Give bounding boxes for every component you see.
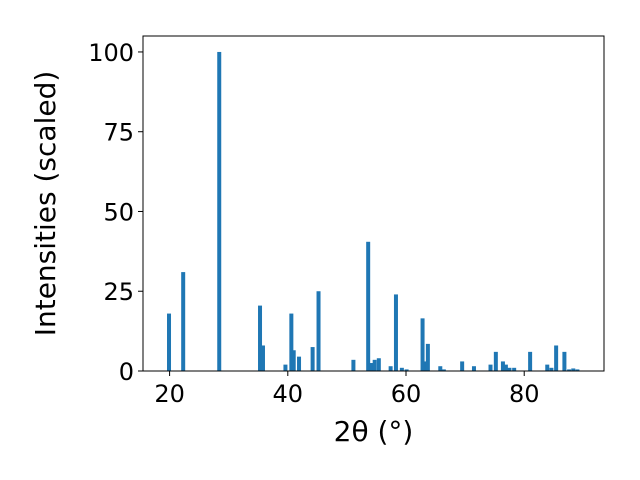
bar: [399, 367, 404, 371]
bar: [283, 364, 288, 371]
bar: [316, 291, 321, 371]
plot-frame: [142, 35, 605, 372]
x-tick-label: 80: [509, 380, 540, 408]
bar: [369, 363, 374, 371]
bar: [258, 305, 263, 371]
bar: [167, 313, 172, 371]
bar: [507, 367, 512, 371]
bar: [512, 367, 517, 371]
bar-series: [167, 51, 580, 371]
x-tick-label: 20: [154, 380, 185, 408]
y-axis-ticks: 0 25 50 75 100: [88, 39, 143, 386]
bar: [571, 368, 576, 371]
bar: [549, 367, 554, 371]
bar: [260, 345, 265, 371]
y-tick-label: 25: [103, 278, 134, 306]
y-tick-label: 75: [103, 119, 134, 147]
bar: [310, 347, 315, 371]
bar: [567, 369, 572, 371]
bar: [289, 313, 294, 371]
bar: [545, 364, 550, 371]
bar: [488, 364, 493, 371]
y-tick-label: 50: [103, 198, 134, 226]
bar: [438, 366, 443, 371]
bar: [372, 359, 377, 371]
bar: [366, 241, 371, 371]
x-axis-label: 2θ (°): [334, 415, 414, 448]
bar: [503, 364, 508, 371]
bar: [500, 361, 505, 371]
bar: [441, 369, 446, 371]
bar: [425, 343, 430, 371]
x-tick-label: 40: [273, 380, 304, 408]
bar: [528, 351, 533, 371]
bar: [297, 356, 302, 371]
bar: [493, 351, 498, 371]
x-tick-label: 60: [391, 380, 422, 408]
bar: [351, 359, 356, 371]
x-axis-ticks: 20 40 60 80: [154, 371, 539, 408]
bar: [291, 350, 296, 371]
bar: [376, 358, 381, 371]
bar: [388, 366, 393, 371]
bar: [460, 361, 465, 371]
bar: [575, 369, 580, 371]
bar: [217, 51, 222, 371]
bar: [471, 366, 476, 371]
bar: [404, 369, 409, 371]
bar: [420, 318, 425, 371]
y-tick-label: 0: [119, 358, 134, 386]
y-tick-label: 100: [88, 39, 134, 67]
y-axis-label: Intensities (scaled): [29, 71, 62, 337]
bar: [554, 345, 559, 371]
bar: [562, 351, 567, 371]
bar: [181, 272, 186, 371]
bar: [393, 294, 398, 371]
